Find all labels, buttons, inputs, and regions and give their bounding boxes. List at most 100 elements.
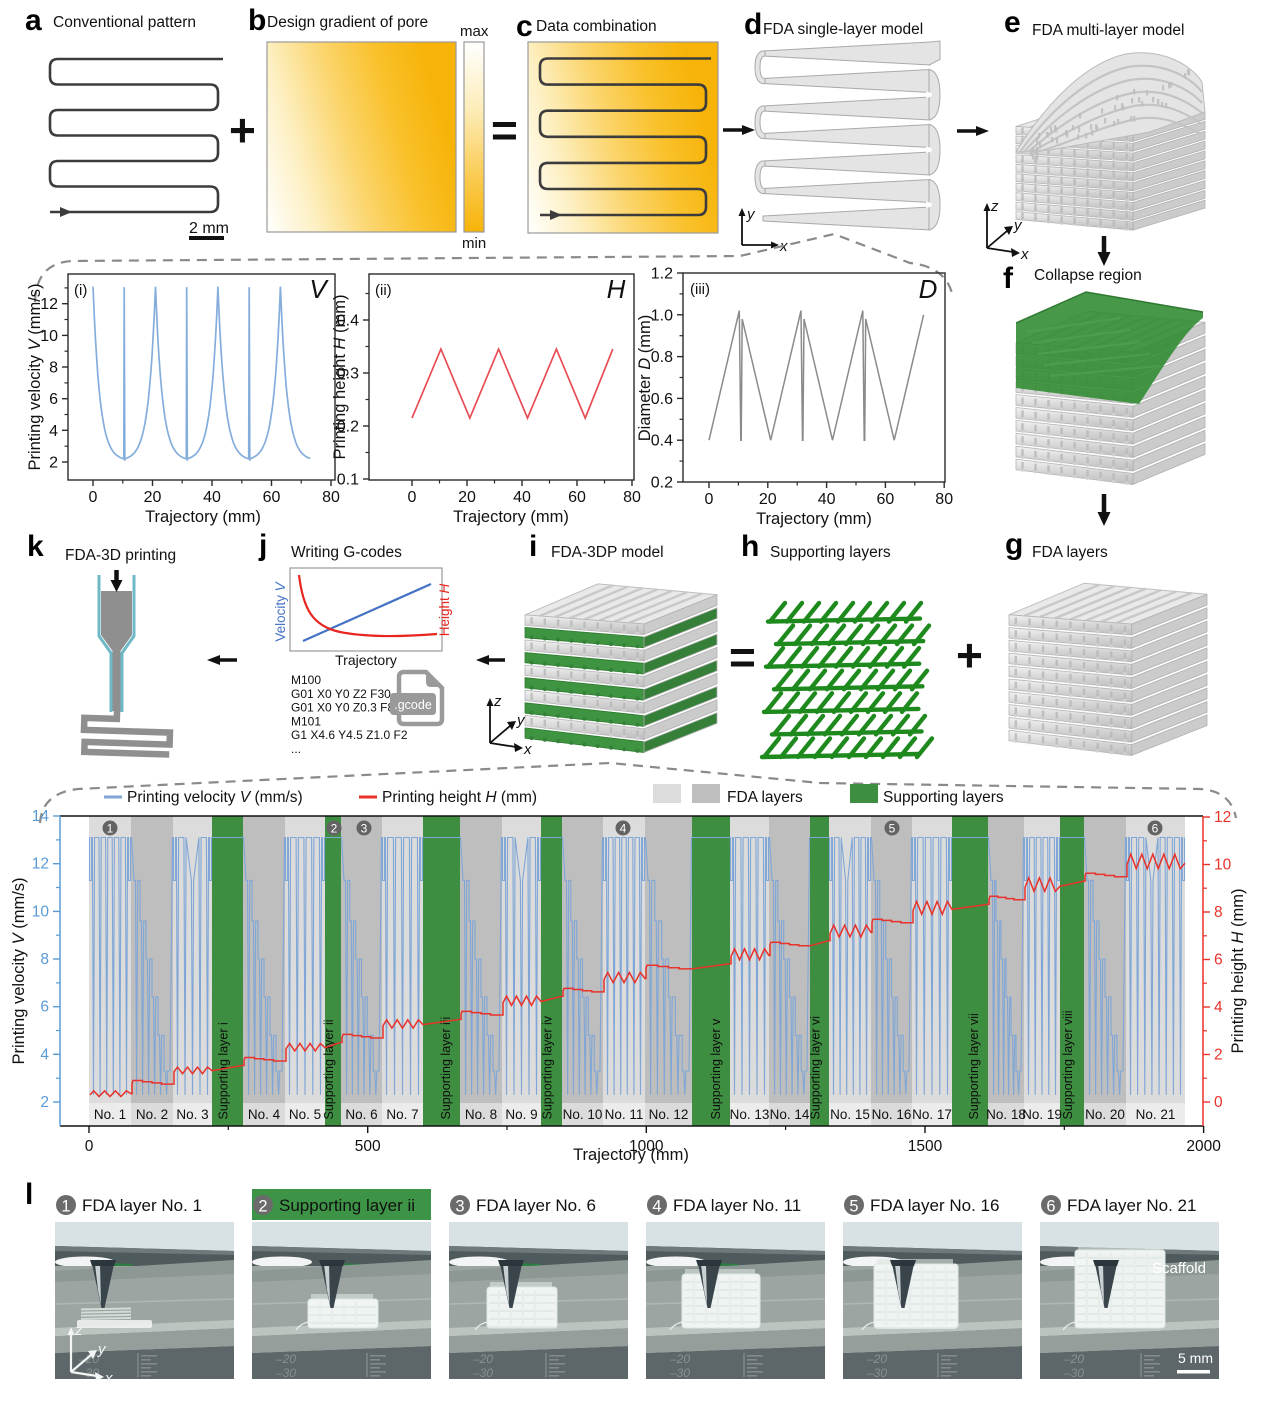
svg-text:0.3: 0.3 xyxy=(337,366,359,383)
svg-text:No. 20: No. 20 xyxy=(1085,1107,1125,1122)
svg-text:–30: –30 xyxy=(472,1366,493,1380)
svg-text:FDA layers: FDA layers xyxy=(727,789,803,806)
svg-text:Trajectory: Trajectory xyxy=(335,652,397,668)
svg-text:80: 80 xyxy=(935,491,953,508)
svg-text:y: y xyxy=(1013,217,1023,234)
svg-text:0: 0 xyxy=(89,489,98,506)
svg-text:6: 6 xyxy=(1046,1198,1055,1216)
svg-text:Diameter D (mm): Diameter D (mm) xyxy=(636,315,654,442)
svg-text:60: 60 xyxy=(568,489,586,506)
svg-text:.gcode: .gcode xyxy=(394,698,432,712)
svg-text:Supporting layer i: Supporting layer i xyxy=(217,1022,231,1119)
svg-text:G01 X0 Y0 Z0.3 F8: G01 X0 Y0 Z0.3 F8 xyxy=(291,701,394,715)
svg-text:Scaffold: Scaffold xyxy=(1152,1260,1206,1277)
svg-text:No. 19: No. 19 xyxy=(1022,1107,1062,1122)
svg-text:Supporting layers: Supporting layers xyxy=(883,789,1004,806)
svg-text:FDA layer No. 11: FDA layer No. 11 xyxy=(673,1196,801,1215)
svg-text:3: 3 xyxy=(455,1198,464,1216)
svg-text:Trajectory (mm): Trajectory (mm) xyxy=(756,510,872,528)
svg-text:G1 X4.6 Y4.5 Z1.0 F2: G1 X4.6 Y4.5 Z1.0 F2 xyxy=(291,728,408,742)
svg-text:8: 8 xyxy=(1214,904,1223,921)
svg-text:4: 4 xyxy=(620,822,627,836)
svg-text:No. 17: No. 17 xyxy=(912,1107,952,1122)
svg-text:Supporting layer v: Supporting layer v xyxy=(709,1018,723,1120)
svg-text:No. 4: No. 4 xyxy=(248,1107,281,1122)
svg-text:20: 20 xyxy=(759,491,777,508)
svg-text:FDA layer No. 16: FDA layer No. 16 xyxy=(870,1196,999,1215)
svg-text:1.0: 1.0 xyxy=(651,307,673,324)
svg-text:Supporting layer vii: Supporting layer vii xyxy=(967,1013,981,1119)
svg-text:5: 5 xyxy=(889,822,896,836)
svg-text:max: max xyxy=(460,23,489,40)
svg-text:8: 8 xyxy=(49,360,58,377)
svg-text:0: 0 xyxy=(408,489,417,506)
svg-text:10: 10 xyxy=(1214,857,1232,874)
svg-text:No. 9: No. 9 xyxy=(505,1107,537,1122)
svg-text:z: z xyxy=(493,693,502,710)
svg-text:Supporting layer iii: Supporting layer iii xyxy=(439,1017,453,1120)
svg-text:No. 1: No. 1 xyxy=(94,1107,126,1122)
svg-text:1: 1 xyxy=(107,822,114,836)
svg-text:4: 4 xyxy=(49,423,58,440)
svg-text:500: 500 xyxy=(355,1138,381,1155)
svg-text:0.6: 0.6 xyxy=(651,391,673,408)
svg-text:–20: –20 xyxy=(669,1352,690,1366)
svg-text:–30: –30 xyxy=(275,1366,296,1380)
svg-text:x: x xyxy=(523,741,532,758)
svg-text:M100: M100 xyxy=(291,673,321,687)
svg-text:0: 0 xyxy=(705,491,714,508)
svg-text:No. 16: No. 16 xyxy=(872,1107,912,1122)
svg-text:(iii): (iii) xyxy=(690,281,710,298)
svg-text:No. 5: No. 5 xyxy=(289,1107,321,1122)
svg-text:Supporting layer ii: Supporting layer ii xyxy=(279,1196,415,1215)
svg-text:D: D xyxy=(919,274,938,304)
svg-text:2: 2 xyxy=(40,1094,49,1111)
svg-text:Printing velocity V (mm/s): Printing velocity V (mm/s) xyxy=(10,877,28,1064)
svg-text:Printing velocity V (mm/s): Printing velocity V (mm/s) xyxy=(26,283,44,470)
svg-text:Printing height H (mm): Printing height H (mm) xyxy=(331,294,349,459)
svg-text:Supporting layer ii: Supporting layer ii xyxy=(322,1019,336,1119)
svg-text:6: 6 xyxy=(40,999,49,1016)
svg-text:1000: 1000 xyxy=(629,1138,664,1155)
svg-text:Printing height H (mm): Printing height H (mm) xyxy=(1229,888,1247,1053)
svg-text:40: 40 xyxy=(818,491,836,508)
svg-text:–30: –30 xyxy=(1063,1366,1084,1380)
svg-text:0: 0 xyxy=(85,1138,94,1155)
svg-text:x: x xyxy=(1020,246,1029,263)
svg-text:min: min xyxy=(462,235,486,252)
svg-text:...: ... xyxy=(291,742,301,756)
svg-text:Velocity V: Velocity V xyxy=(273,580,288,641)
svg-text:40: 40 xyxy=(203,489,221,506)
svg-text:5: 5 xyxy=(849,1198,858,1216)
svg-text:No. 8: No. 8 xyxy=(465,1107,497,1122)
svg-text:No. 10: No. 10 xyxy=(563,1107,603,1122)
svg-text:No. 21: No. 21 xyxy=(1136,1107,1176,1122)
svg-text:Supporting layer iv: Supporting layer iv xyxy=(541,1015,555,1119)
svg-text:0: 0 xyxy=(1214,1094,1223,1111)
svg-text:x: x xyxy=(104,1370,113,1387)
svg-text:No. 13: No. 13 xyxy=(730,1107,770,1122)
svg-text:3: 3 xyxy=(361,822,368,836)
svg-text:Height H: Height H xyxy=(437,583,452,636)
svg-text:40: 40 xyxy=(513,489,531,506)
svg-text:10: 10 xyxy=(40,328,58,345)
svg-text:12: 12 xyxy=(1214,809,1231,826)
svg-text:–30: –30 xyxy=(669,1366,690,1380)
svg-text:Printing height H (mm): Printing height H (mm) xyxy=(382,789,537,806)
svg-text:60: 60 xyxy=(263,489,281,506)
svg-text:1500: 1500 xyxy=(908,1138,943,1155)
svg-text:14: 14 xyxy=(32,808,50,825)
svg-text:–20: –20 xyxy=(275,1352,296,1366)
svg-text:20: 20 xyxy=(144,489,162,506)
svg-text:2000: 2000 xyxy=(1186,1138,1221,1155)
svg-text:M101: M101 xyxy=(291,714,321,728)
svg-text:4: 4 xyxy=(40,1046,49,1063)
svg-text:0.4: 0.4 xyxy=(651,433,673,450)
svg-text:12: 12 xyxy=(32,856,49,873)
svg-text:No. 2: No. 2 xyxy=(136,1107,168,1122)
svg-text:No. 14: No. 14 xyxy=(770,1107,810,1122)
svg-text:Supporting layer viii: Supporting layer viii xyxy=(1061,1010,1075,1119)
svg-text:0.2: 0.2 xyxy=(337,419,359,436)
svg-text:No. 15: No. 15 xyxy=(830,1107,870,1122)
svg-text:1: 1 xyxy=(61,1198,70,1216)
